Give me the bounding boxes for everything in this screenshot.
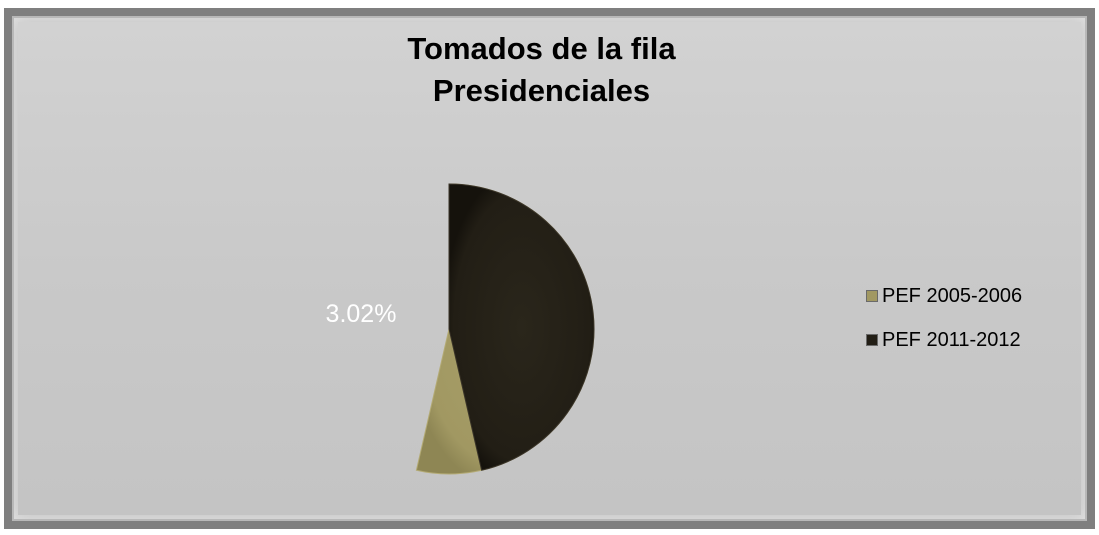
legend-swatch-pef-2011-2012 — [866, 334, 878, 346]
legend-swatch-pef-2005-2006 — [866, 290, 878, 302]
legend-label-pef-2005-2006: PEF 2005-2006 — [882, 284, 1023, 307]
data-label-pef-2011-2012: 3.02% — [326, 300, 397, 328]
legend-item-pef-2011-2012: PEF 2011-2012 — [866, 326, 1022, 354]
chart-title-line-2: Presidenciales — [432, 73, 651, 108]
legend-label-pef-2011-2012: PEF 2011-2012 — [882, 328, 1021, 351]
chart-title-line-1: Tomados de la fila — [407, 31, 676, 66]
pie-slice-pef-2011-2012 — [448, 183, 595, 471]
legend-item-pef-2005-2006: PEF 2005-2006 — [866, 282, 1022, 310]
chart-title: Tomados de la fila Presidenciales — [4, 28, 1079, 112]
chart-legend: PEF 2005-2006 PEF 2011-2012 — [866, 282, 1022, 370]
